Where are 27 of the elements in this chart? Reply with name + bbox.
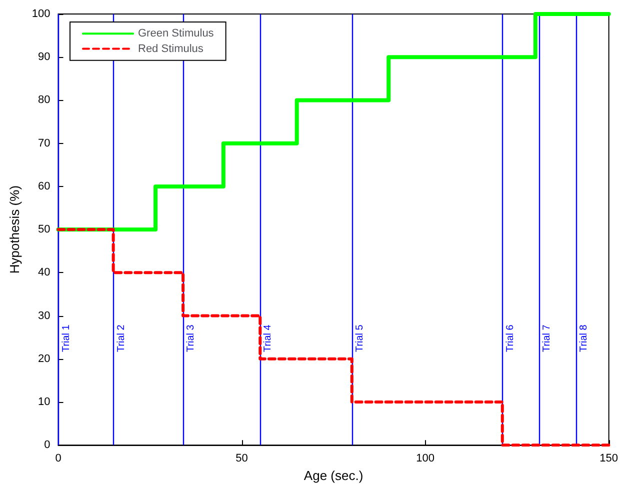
y-axis-title: Hypothesis (%) [7, 185, 22, 274]
y-tick-label: 50 [38, 224, 50, 236]
y-tick-label: 10 [38, 396, 50, 408]
y-tick-label: 70 [38, 137, 50, 150]
y-tick-label: 0 [44, 439, 50, 452]
y-tick-label: 60 [38, 180, 50, 192]
y-tick-label: 100 [32, 8, 50, 20]
x-tick-label: 100 [416, 452, 434, 465]
ref-line-label: Trial 8 [578, 324, 590, 352]
ref-line-label: Trial 2 [116, 324, 127, 352]
x-tick-label: 0 [55, 452, 62, 465]
y-tick-label: 80 [38, 94, 50, 106]
legend-label: Red Stimulus [138, 42, 204, 55]
x-tick-label: 50 [236, 452, 248, 465]
x-axis-title: Age (sec.) [304, 468, 364, 483]
ref-line-label: Trial 7 [542, 324, 553, 352]
legend-label: Green Stimulus [138, 28, 214, 40]
y-tick-label: 40 [38, 266, 50, 279]
ref-line-label: Trial 1 [60, 324, 72, 352]
ref-line-label: Trial 5 [354, 324, 366, 352]
ref-line-label: Trial 6 [504, 324, 516, 352]
ref-line-label: Trial 3 [186, 324, 197, 352]
ref-line-label: Trial 4 [262, 324, 274, 352]
y-tick-label: 90 [38, 51, 50, 64]
y-tick-label: 20 [38, 352, 50, 365]
x-tick-label: 150 [600, 452, 618, 465]
y-tick-label: 30 [38, 310, 50, 322]
